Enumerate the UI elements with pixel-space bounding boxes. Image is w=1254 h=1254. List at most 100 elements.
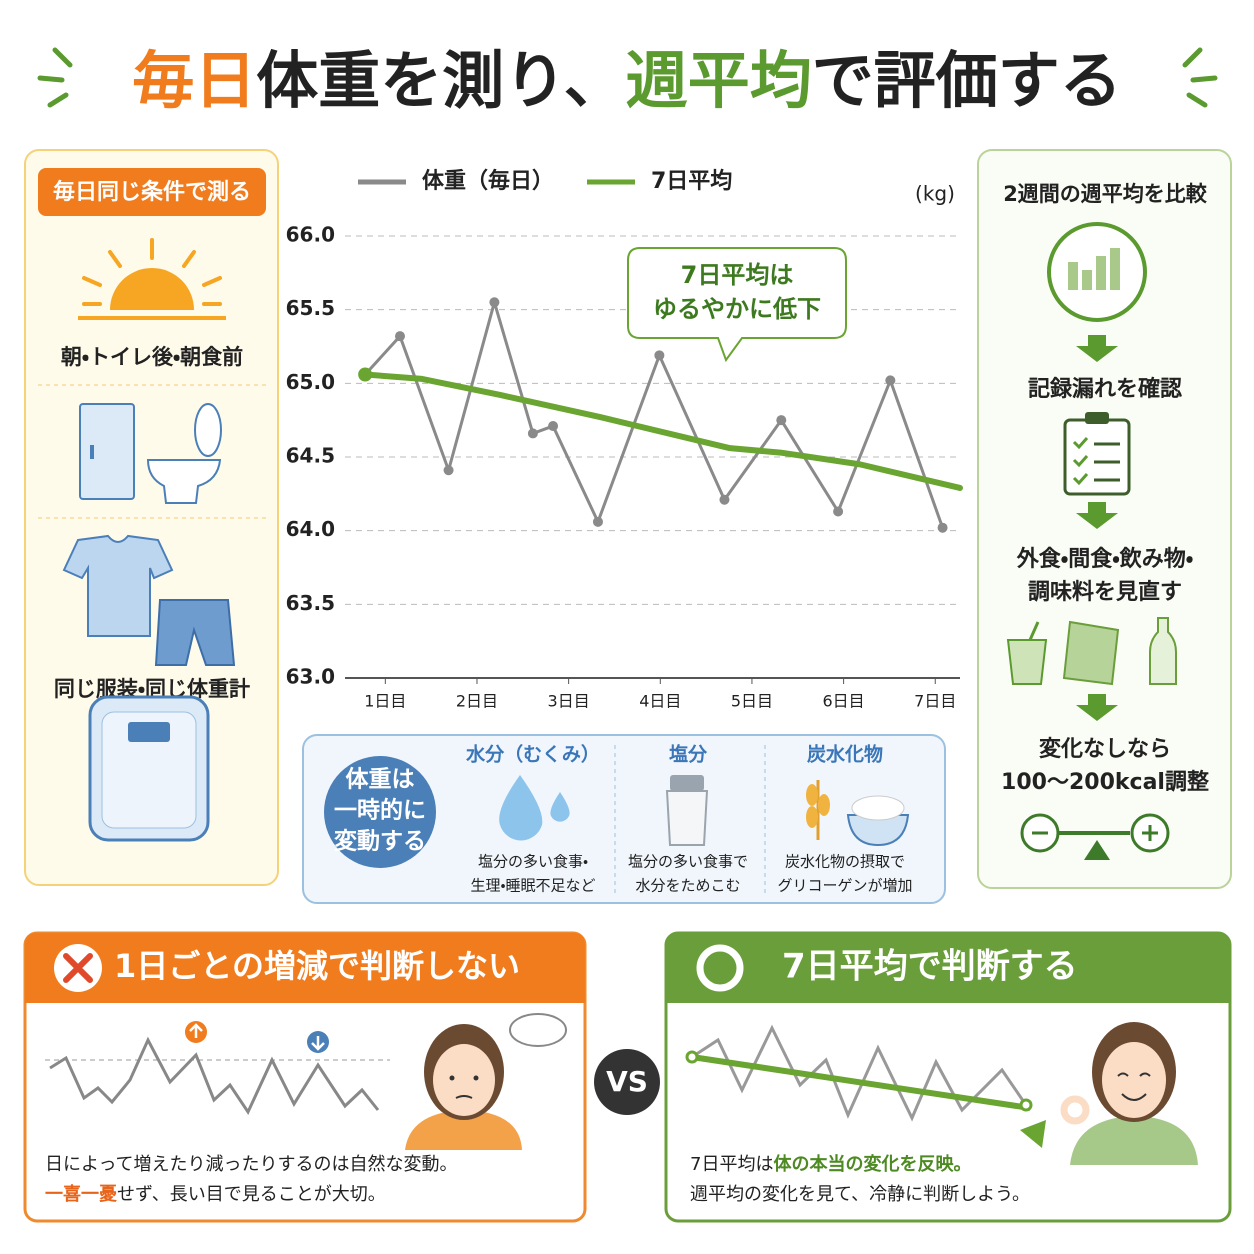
bad-header: 1日ごとの増減で判断しない: [114, 947, 520, 985]
data-point: [548, 421, 559, 432]
clipboard-icon: [1085, 412, 1109, 424]
info-circle-text: 一時的に: [334, 797, 426, 824]
salt-icon: [670, 775, 704, 791]
step-text: 記録漏れを確認: [1028, 376, 1182, 402]
annotation-box: [627, 247, 847, 363]
clipboard-icon: [1063, 418, 1131, 496]
data-point: [885, 375, 896, 386]
chart-icon: [1096, 256, 1106, 290]
y-tick-label: 63.0: [286, 665, 335, 689]
happy-person: [1070, 1116, 1198, 1165]
salt-icon: [665, 790, 709, 846]
flow-arrow: [1076, 335, 1118, 721]
line-chart: 63.0 63.5 64.0 64.5 65.0 65.5 66.0 1日目 2日目 3日目 4日目…: [286, 168, 963, 711]
water-icon: [550, 792, 570, 822]
legend-label: 体重（毎日）: [422, 169, 554, 194]
y-tick-label: 65.5: [286, 296, 335, 320]
emphasis: 体の本当の変化を反映。: [773, 1153, 971, 1175]
bad-text: 日によって増えたり減ったりするのは自然な変動。: [45, 1154, 458, 1175]
badge: [38, 168, 266, 216]
o-icon: [696, 944, 744, 992]
title-deco: [47, 92, 69, 108]
info-box: [302, 734, 946, 904]
carb-icon: [806, 806, 818, 828]
carb-icon: [846, 814, 910, 847]
x-tick-label: 3日目: [548, 692, 590, 711]
unit-label: (kg): [915, 182, 955, 206]
data-point: [937, 522, 948, 533]
chart-icon: [1068, 262, 1078, 290]
clipboard-icon: [1072, 437, 1089, 486]
toilet-icon: [146, 459, 222, 504]
title-part: 毎日: [132, 44, 256, 117]
text-span: 7日平均は: [690, 1154, 773, 1175]
data-point: [527, 428, 538, 439]
worried-person: [449, 1075, 455, 1081]
column-title: 炭水化物: [807, 743, 883, 766]
data-point: [776, 415, 787, 426]
worried-person: [455, 1095, 473, 1099]
data-point: [443, 465, 454, 476]
step-text: 変化なしなら: [1039, 737, 1171, 762]
title-deco: [37, 75, 65, 83]
x-tick-label: 7日目: [914, 692, 956, 711]
mini-chart-daily: [49, 1036, 380, 1116]
scale-icon: [101, 711, 197, 829]
step-text: 調味料を見直す: [1028, 579, 1182, 605]
mini-chart-daily: [45, 1021, 390, 1116]
clipboard-icon: [1063, 412, 1131, 496]
x-icon: [63, 953, 93, 983]
balance-icon: [1020, 813, 1170, 860]
column-text: 水分をためこむ: [635, 877, 740, 895]
column-text: 塩分の多い食事・: [478, 853, 588, 871]
clothes-icon: [62, 534, 174, 637]
sun-icon: [78, 238, 226, 320]
text-span: せず、長い目で見ることが大切。: [117, 1184, 386, 1205]
legend-label: 7日平均: [651, 168, 732, 194]
mini-chart-daily: [311, 1036, 325, 1051]
title: 毎日体重を測り、週平均で評価する: [132, 44, 1122, 117]
badge-text: 毎日同じ条件で測る: [53, 179, 251, 205]
title-deco: [37, 47, 1218, 108]
food-icons: [1006, 617, 1177, 686]
bad-header-bg: [25, 933, 585, 1003]
column-text: 塩分の多い食事で: [628, 853, 748, 871]
toilet-icon: [79, 403, 135, 500]
clipboard-icon: [1094, 442, 1120, 482]
worried-person: [433, 1044, 495, 1116]
worried-person: [473, 1075, 479, 1081]
food-icons: [1028, 621, 1040, 641]
x-tick-label: 5日目: [731, 692, 773, 711]
happy-person: [1060, 1022, 1198, 1165]
food-icons: [1149, 617, 1177, 685]
column-title: 水分（むくみ）: [465, 743, 600, 766]
step-text: 100〜200kcal調整: [1001, 769, 1210, 795]
sun-icon: [202, 276, 222, 287]
mini-chart-average: [1020, 1120, 1046, 1148]
mini-chart-average: [685, 1024, 1046, 1148]
clothes-icon: [154, 599, 236, 666]
flow-arrow: [1076, 502, 1118, 529]
toilet-icon: [90, 445, 94, 459]
good-text: 週平均の変化を見て、冷静に判断しよう。: [690, 1184, 1030, 1205]
vs-circle: [594, 1049, 660, 1115]
data-point: [592, 516, 603, 527]
title-part: で評価する: [812, 44, 1122, 117]
chart-icon: [1047, 222, 1147, 322]
water-icon: [499, 775, 570, 841]
clothes-icon: [62, 534, 236, 666]
title-deco: [52, 47, 73, 68]
mini-chart-daily: [189, 1023, 203, 1038]
title-deco: [1186, 92, 1208, 108]
annotation-text: ゆるやかに低下: [653, 295, 821, 323]
happy-person: [1102, 1042, 1166, 1118]
y-tick-label: 63.5: [286, 591, 335, 615]
carb-icon: [851, 795, 905, 821]
chart-icon: [1110, 248, 1120, 290]
balance-icon: [1084, 840, 1110, 860]
bad-text: 一喜一憂せず、長い目で見ることが大切。: [45, 1184, 386, 1205]
info-circle-text: 体重は: [346, 767, 415, 793]
